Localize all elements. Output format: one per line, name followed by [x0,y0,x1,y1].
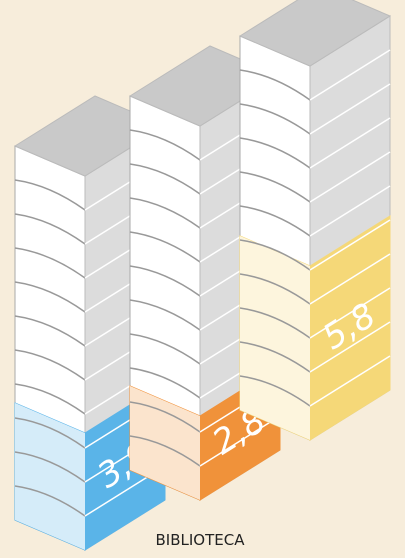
book-edge [309,151,391,203]
book-edge [14,349,86,381]
book-edge [199,415,281,467]
book-edge [309,321,391,373]
book-edge [14,213,86,245]
book-edge [129,401,201,433]
book-edge [129,129,201,161]
book-edge [309,287,391,339]
book-edge [239,171,311,203]
book-edge [14,417,86,449]
colored-front-tint [15,403,85,550]
book-edge [14,281,86,313]
book-edge [239,375,311,407]
book-edge [14,315,86,347]
book-edge [309,185,391,237]
book-edge [14,451,86,483]
book-edge [14,179,86,211]
book-edge [239,273,311,305]
book-edge [129,367,201,399]
caption: BIBLIOTECA [156,531,246,549]
book-edge [129,435,201,467]
book-edge [129,299,201,331]
book-edge [309,355,391,407]
book-edge [129,197,201,229]
book-edge [239,341,311,373]
book-edge [239,69,311,101]
colored-front-tint [240,236,310,440]
book-edge [129,163,201,195]
book-edge [239,103,311,135]
book-edge [309,83,391,135]
book-edge [309,117,391,169]
book-edge [309,219,391,271]
book-edge [239,239,311,271]
book-edge [129,265,201,297]
book-edge [129,333,201,365]
book-edge [14,383,86,415]
book-edge [239,137,311,169]
book-edge [239,307,311,339]
book-edge [239,205,311,237]
book-edge [309,253,391,305]
book-edge [14,485,86,517]
book-edge [309,49,391,101]
book-edge [14,247,86,279]
stack-top [238,0,392,67]
book-edge [129,231,201,263]
colored-front-tint [130,386,200,500]
